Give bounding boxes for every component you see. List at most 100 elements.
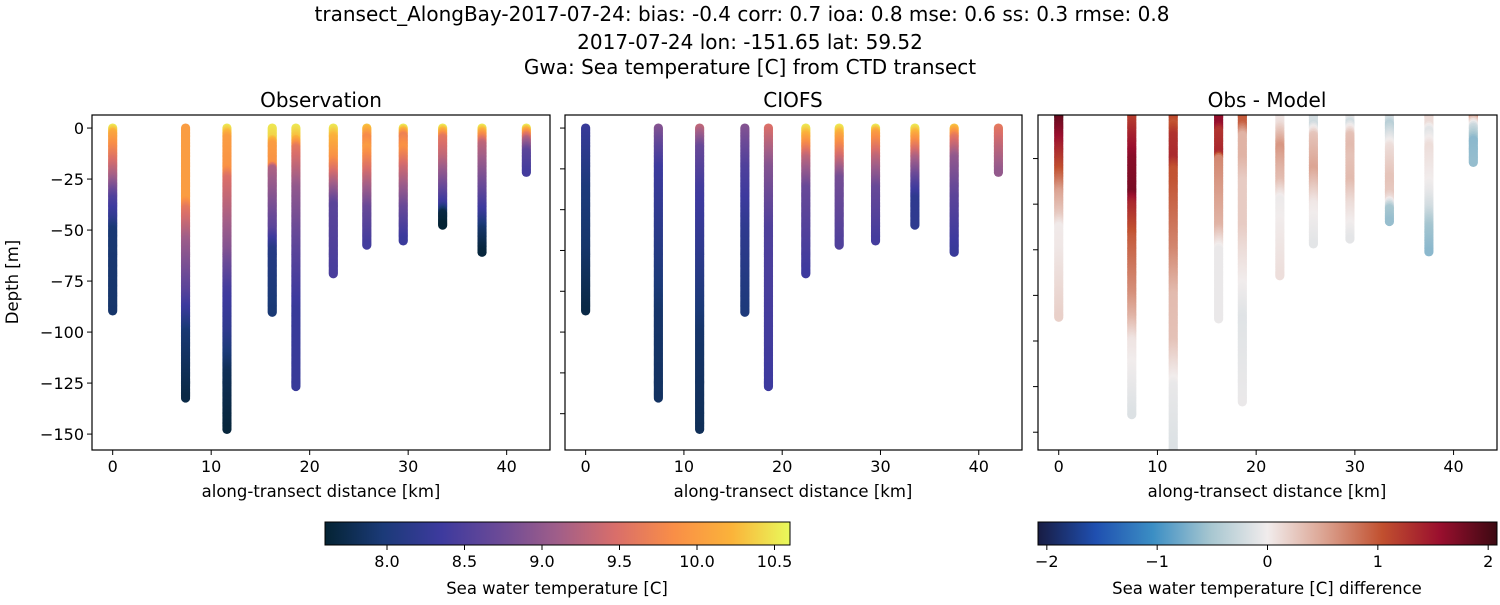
profile-9	[477, 123, 487, 257]
x-tick-label: 10	[674, 457, 694, 476]
data-point	[1168, 445, 1178, 450]
data-point	[1424, 247, 1434, 257]
profile-10	[1468, 115, 1478, 168]
profile-6	[362, 123, 372, 250]
data-point	[1127, 410, 1137, 420]
data-point	[801, 269, 811, 279]
x-tick-label: 0	[1054, 457, 1064, 476]
data-point	[993, 167, 1004, 177]
x-tick-label: 30	[398, 457, 418, 476]
profile-4	[763, 123, 774, 392]
y-tick-label: 0	[74, 119, 84, 138]
profile-3	[267, 123, 277, 317]
x-tick-label: 10	[1147, 457, 1167, 476]
y-tick-label: −150	[40, 425, 84, 444]
data-point	[740, 307, 750, 317]
colorbar-tick-label: 1	[1373, 552, 1383, 571]
colorbar-difference-label: Sea water temperature [C] difference	[1112, 579, 1422, 598]
x-tick-label: 20	[299, 457, 319, 476]
colorbar-tick-label: 9.5	[607, 552, 632, 571]
data-point	[870, 236, 881, 246]
data-point	[267, 307, 277, 317]
x-axis-label-ciofs: along-transect distance [km]	[674, 482, 913, 501]
colorbar-tick-label: −1	[1145, 552, 1169, 571]
profile-9	[949, 123, 959, 257]
x-tick-label: 0	[108, 457, 118, 476]
profile-0	[581, 123, 591, 316]
data-point	[1308, 239, 1318, 249]
data-point	[180, 393, 191, 403]
x-axis-label-obs-model: along-transect distance [km]	[1148, 482, 1387, 501]
panel-2-frame	[1037, 114, 1498, 451]
data-point	[328, 269, 338, 279]
x-tick-label: 30	[870, 457, 890, 476]
panel-title-observation: Observation	[260, 88, 382, 112]
colorbar-tick-label: 2	[1483, 552, 1493, 571]
data-point	[362, 240, 372, 250]
data-point	[1275, 271, 1285, 281]
y-axis-label: Depth [m]	[3, 240, 22, 324]
profile-6	[834, 123, 844, 250]
figure-title-line2: 2017-07-24 lon: -151.65 lat: 59.52	[577, 30, 923, 54]
y-tick-label: −75	[50, 272, 84, 291]
data-point	[477, 247, 487, 257]
profile-6	[1308, 115, 1318, 249]
x-axis-label-observation: along-transect distance [km]	[202, 482, 441, 501]
colorbar-tick-label: 0	[1262, 552, 1272, 571]
profile-5	[801, 123, 811, 279]
profile-5	[1275, 115, 1285, 281]
profile-3	[740, 123, 750, 317]
profile-7	[870, 123, 881, 246]
profile-1	[1127, 115, 1137, 420]
data-point	[834, 240, 844, 250]
data-point	[222, 424, 232, 434]
x-tick-label: 20	[1246, 457, 1266, 476]
x-tick-label: 0	[581, 457, 591, 476]
data-point	[1345, 234, 1355, 244]
profile-2	[1168, 115, 1178, 450]
profile-2	[695, 123, 705, 434]
profile-4	[291, 123, 301, 392]
data-point	[1468, 157, 1478, 168]
colorbar-difference	[1037, 521, 1498, 546]
colorbar-tick-label: 10.5	[757, 552, 793, 571]
profile-7	[1345, 115, 1355, 244]
data-point	[521, 167, 531, 177]
colorbar-tick-label: 8.5	[452, 552, 477, 571]
profile-9	[1424, 115, 1434, 257]
panel-1-frame	[564, 114, 1023, 451]
data-point	[695, 424, 705, 434]
data-point	[398, 236, 408, 246]
profile-0	[1054, 115, 1064, 322]
data-point	[108, 306, 118, 316]
data-point	[949, 247, 959, 257]
panel-1-points	[581, 123, 1004, 434]
data-point	[653, 393, 663, 403]
colorbar-tick-label: 9.0	[529, 552, 554, 571]
profile-7	[398, 123, 408, 246]
profile-2	[222, 123, 232, 434]
data-point	[291, 381, 301, 392]
panel-title-ciofs: CIOFS	[763, 88, 822, 112]
profile-10	[521, 123, 531, 177]
data-point	[1384, 216, 1395, 227]
data-point	[438, 220, 448, 230]
y-tick-label: −50	[50, 221, 84, 240]
data-point	[1054, 312, 1064, 322]
profile-10	[993, 123, 1004, 177]
colorbar-temperature	[324, 521, 791, 546]
x-tick-label: 40	[1443, 457, 1463, 476]
colorbar-tick-label: −2	[1035, 552, 1059, 571]
figure-title-line3: Gwa: Sea temperature [C] from CTD transe…	[524, 55, 976, 79]
data-point	[763, 381, 774, 392]
colorbar-temperature-label: Sea water temperature [C]	[446, 579, 668, 598]
panel-2-points	[1054, 115, 1478, 450]
y-tick-label: −125	[40, 374, 84, 393]
profile-4	[1237, 115, 1247, 407]
x-tick-label: 10	[201, 457, 221, 476]
profile-5	[328, 123, 338, 279]
profile-0	[108, 123, 118, 316]
colorbar-tick-label: 8.0	[374, 552, 399, 571]
profile-8	[1384, 115, 1395, 227]
